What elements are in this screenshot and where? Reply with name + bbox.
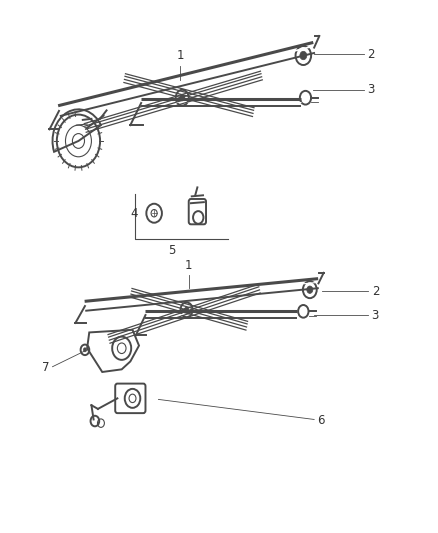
Circle shape (300, 51, 307, 60)
Text: 1: 1 (177, 49, 184, 62)
Text: 7: 7 (42, 361, 49, 374)
Circle shape (180, 302, 193, 317)
Circle shape (176, 90, 189, 106)
Text: 5: 5 (168, 244, 175, 257)
Text: 3: 3 (372, 309, 379, 321)
Circle shape (184, 307, 189, 312)
Text: 4: 4 (131, 207, 138, 220)
Text: 3: 3 (367, 83, 374, 96)
Text: 6: 6 (318, 414, 325, 427)
Circle shape (83, 348, 87, 352)
Text: 1: 1 (185, 259, 192, 272)
Circle shape (180, 94, 185, 101)
Text: 2: 2 (372, 285, 379, 298)
Text: 2: 2 (367, 48, 375, 61)
Circle shape (307, 286, 313, 293)
